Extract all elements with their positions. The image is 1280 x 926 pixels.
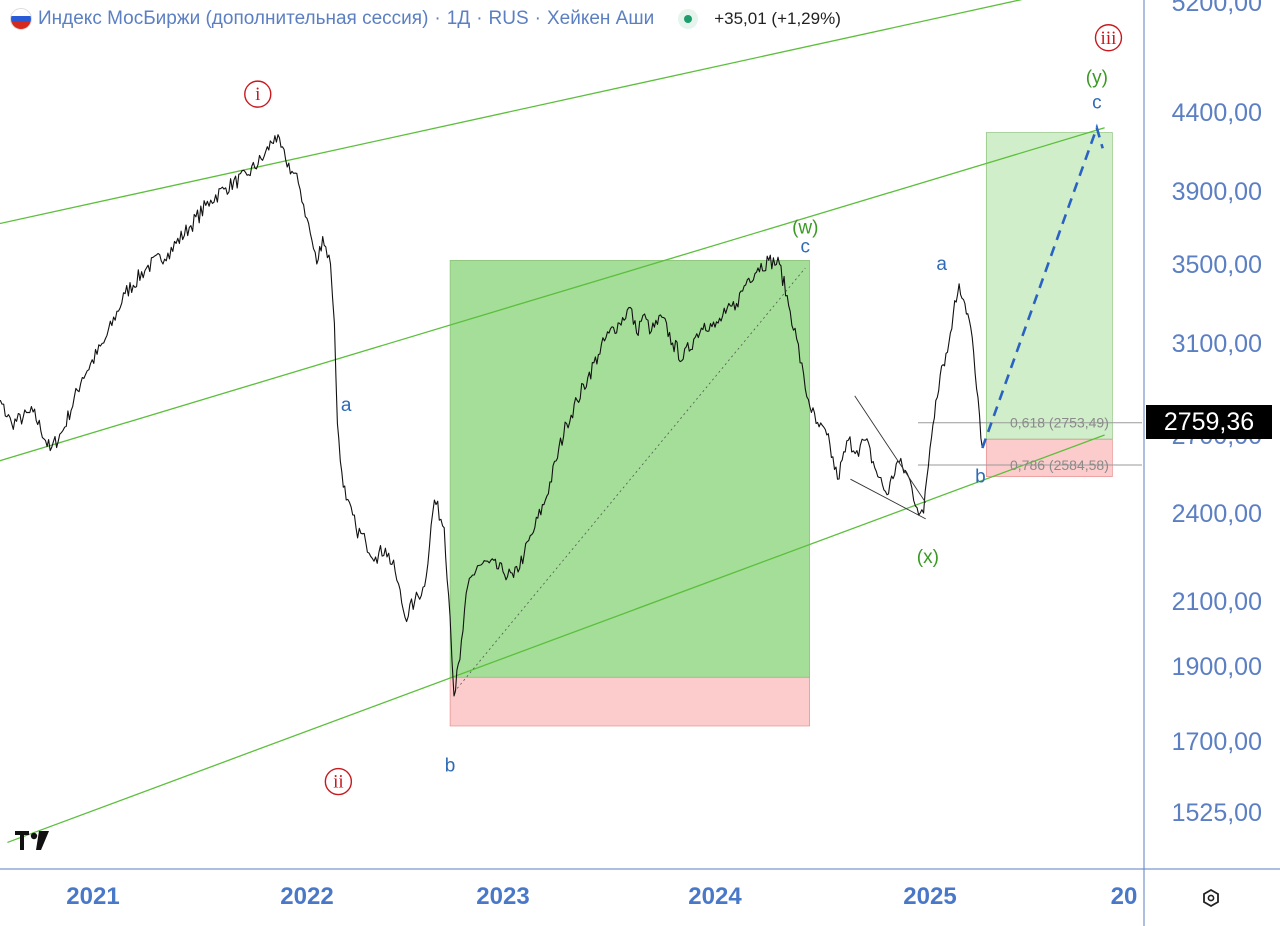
target-zone bbox=[449, 260, 810, 678]
wave-label-circle bbox=[1094, 24, 1123, 52]
channel-line-lower[interactable] bbox=[7, 434, 1105, 844]
last-price-badge: 2759,36 bbox=[1146, 405, 1272, 439]
fib-levels: 0,618 (2753,49) 0,786 (2584,58) bbox=[918, 415, 1142, 473]
target-zone bbox=[985, 132, 1113, 440]
wave-label: (w) bbox=[792, 218, 818, 239]
price-tick-label: 2400,00 bbox=[1172, 500, 1262, 528]
price-tick-label: 1525,00 bbox=[1172, 799, 1262, 827]
projection-path[interactable] bbox=[981, 123, 1104, 449]
dotted-trendline[interactable] bbox=[453, 267, 806, 693]
wave-label-circle bbox=[244, 80, 272, 108]
header-separator: · bbox=[434, 8, 441, 29]
hexagon-settings-icon[interactable] bbox=[1203, 888, 1219, 908]
time-axis[interactable]: 2021 2022 2023 2024 2025 20 bbox=[66, 883, 1137, 910]
wave-label: a bbox=[936, 254, 947, 275]
wave-projection bbox=[981, 123, 1104, 449]
price-tick-label: 3100,00 bbox=[1172, 330, 1262, 358]
header-separator: · bbox=[476, 8, 483, 29]
price-tick-label: 5200,00 bbox=[1172, 0, 1262, 17]
time-tick-label: 2021 bbox=[66, 883, 119, 910]
wave-label: a bbox=[341, 395, 352, 416]
wedge-line-lower[interactable] bbox=[850, 478, 926, 520]
zones-layer bbox=[449, 132, 1113, 727]
channel-line-middle[interactable] bbox=[0, 127, 1105, 466]
market-status-icon[interactable] bbox=[678, 9, 699, 29]
interval-label[interactable]: 1Д bbox=[446, 8, 471, 29]
time-tick-label: 2024 bbox=[688, 883, 742, 910]
last-price-value: 2759,36 bbox=[1164, 408, 1254, 436]
wedge-line-upper[interactable] bbox=[854, 395, 927, 503]
stop-zone bbox=[985, 438, 1113, 477]
price-tick-label: 3500,00 bbox=[1172, 251, 1262, 279]
trend-channel bbox=[0, 0, 1105, 844]
tradingview-logo-icon[interactable] bbox=[15, 831, 49, 850]
wave-label: b bbox=[445, 755, 456, 776]
symbol-header[interactable]: Индекс МосБиржи (дополнительная сессия) … bbox=[10, 6, 841, 32]
price-change: +35,01 (+1,29%) bbox=[714, 9, 841, 28]
fib-label: 0,618 (2753,49) bbox=[1010, 415, 1109, 431]
price-tick-label: 3900,00 bbox=[1172, 178, 1262, 206]
wave-label-circle bbox=[324, 767, 353, 796]
fib-label: 0,786 (2584,58) bbox=[1010, 457, 1109, 473]
time-tick-label: 2023 bbox=[476, 883, 529, 910]
channel-line-upper[interactable] bbox=[0, 0, 1105, 228]
price-tick-label: 2100,00 bbox=[1172, 588, 1262, 616]
stop-zone bbox=[449, 676, 810, 727]
price-line[interactable] bbox=[0, 134, 983, 697]
exchange-label: RUS bbox=[488, 8, 529, 29]
time-tick-label: 20 bbox=[1111, 883, 1138, 910]
price-tick-label: 1900,00 bbox=[1172, 653, 1262, 681]
wave-label: c bbox=[1092, 92, 1102, 113]
wave-label: iii bbox=[1101, 28, 1117, 49]
chart-style-label[interactable]: Хейкен Аши bbox=[546, 8, 655, 29]
wave-label: ii bbox=[333, 772, 344, 793]
symbol-title[interactable]: Индекс МосБиржи (дополнительная сессия) bbox=[38, 8, 429, 29]
russia-flag-icon bbox=[10, 8, 32, 30]
price-tick-label: 1700,00 bbox=[1172, 728, 1262, 756]
wave-label: (x) bbox=[917, 547, 939, 568]
price-tick-label: 4400,00 bbox=[1172, 99, 1262, 127]
wave-label: b bbox=[975, 467, 986, 488]
wave-label: (y) bbox=[1086, 68, 1108, 89]
time-tick-label: 2022 bbox=[280, 883, 333, 910]
price-series bbox=[0, 134, 983, 697]
wave-label: i bbox=[255, 84, 260, 105]
time-tick-label: 2025 bbox=[903, 883, 956, 910]
wave-label: c bbox=[801, 237, 811, 258]
header-separator: · bbox=[534, 8, 541, 29]
